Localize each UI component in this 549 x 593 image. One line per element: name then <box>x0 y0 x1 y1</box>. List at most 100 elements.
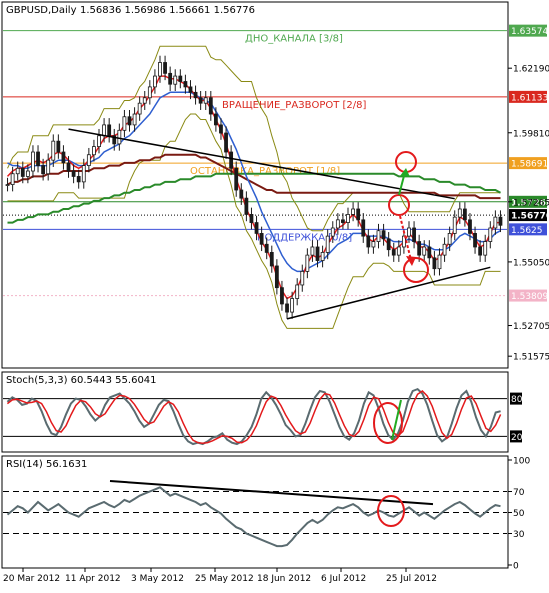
envelope-bands <box>7 45 501 329</box>
stoch-level-label: 20 <box>511 433 523 443</box>
rsi-tick-label: 100 <box>513 457 530 467</box>
upper-band <box>7 45 501 232</box>
stoch-plot: 80 20 <box>3 387 523 446</box>
candle-body <box>468 219 472 234</box>
stoch-level-tag <box>510 430 522 443</box>
candle-body <box>412 227 416 242</box>
murrey-price-tag <box>509 157 547 170</box>
candle-body <box>269 252 274 267</box>
murrey-price-tag <box>509 223 547 236</box>
candle-body <box>437 254 442 270</box>
candle-body <box>213 113 218 126</box>
candle-body <box>10 173 15 185</box>
candle-body <box>127 116 132 126</box>
candle-body <box>41 165 46 175</box>
murrey-level-label: ДНО_КАНАЛА [3/8] <box>245 34 343 45</box>
candle-body <box>427 246 432 259</box>
candle-body <box>208 97 213 115</box>
murrey-level-label: ВРАЩЕНИЕ_РАЗВОРОТ [2/8] <box>222 100 367 111</box>
candle-body <box>422 246 427 256</box>
candle-body <box>229 151 234 169</box>
candle-body <box>335 219 340 229</box>
candle-body <box>325 235 330 253</box>
support-trendline <box>286 266 491 320</box>
candle-body <box>320 252 325 261</box>
candlesticks <box>5 55 503 319</box>
candle-body <box>371 241 376 248</box>
candle-body <box>20 167 25 177</box>
candle-body <box>295 284 300 299</box>
time-tick-label: 3 May 2012 <box>131 574 184 584</box>
candle-body <box>163 62 167 74</box>
rsi-panel: RSI(14) 56.1631 100 70 50 30 0 <box>1 455 530 572</box>
candle-body <box>5 184 10 186</box>
candle-body <box>442 243 447 256</box>
candle-body <box>356 208 361 221</box>
stoch-circle <box>373 402 403 444</box>
candle-body <box>341 219 345 223</box>
price-tick-label: 1.59810 <box>513 129 549 139</box>
candle-body <box>224 132 228 153</box>
candle-body <box>81 165 86 183</box>
price-panel: GBPUSD,Daily 1.56836 1.56986 1.56661 1.5… <box>1 1 549 369</box>
annotations <box>68 128 491 320</box>
candle-body <box>188 86 193 93</box>
candle-body <box>264 243 269 253</box>
candle-body <box>51 140 56 161</box>
rsi-circle <box>377 495 405 527</box>
price-tick-label: 1.62190 <box>513 65 549 75</box>
candle-body <box>407 227 411 237</box>
candle-body <box>219 124 223 134</box>
murrey-price-tag-text: 1.53809 <box>511 292 548 302</box>
murrey-price-tag-text: 1.63574 <box>511 27 548 37</box>
candle-body <box>239 189 244 199</box>
candle-body <box>107 124 112 137</box>
target-down-circle <box>403 257 429 283</box>
candle-body <box>447 233 452 245</box>
candle-body <box>274 265 279 289</box>
symbol-label: GBPUSD,Daily <box>6 5 77 16</box>
candle-body <box>203 97 208 104</box>
candle-body <box>259 233 264 245</box>
candle-body <box>376 230 381 242</box>
price-tag <box>509 209 547 222</box>
time-tick-label: 25 May 2012 <box>195 574 254 584</box>
candle-body <box>310 246 315 256</box>
stoch-title: Stoch(5,3,3) 60.5443 55.6041 <box>6 375 157 386</box>
price-tag <box>509 195 547 208</box>
lower-band <box>7 113 501 329</box>
candle-body <box>158 62 162 77</box>
candle-body <box>452 216 457 234</box>
candle-body <box>183 81 188 88</box>
murrey-level-label: ПОДДЕРЖКА [0/8] <box>257 232 352 243</box>
candle-body <box>56 140 61 153</box>
candle-body <box>366 235 371 248</box>
candle-body <box>488 227 493 242</box>
ohlc-readout: 1.56836 1.56986 1.56661 1.56776 <box>80 5 255 16</box>
candle-body <box>234 167 239 191</box>
candle-body <box>173 75 178 85</box>
time-tick-label: 6 Jul 2012 <box>321 574 366 584</box>
rsi-tick-label: 30 <box>513 530 525 540</box>
price-tick-label: 1.55050 <box>513 258 549 268</box>
candle-body <box>457 208 462 218</box>
resistance-trendline <box>68 128 455 200</box>
price-tick-label: 1.57265 <box>513 198 549 208</box>
candle-body <box>244 197 249 215</box>
candle-body <box>71 170 76 177</box>
candle-body <box>346 214 350 223</box>
candle-body <box>147 86 152 99</box>
down-arrow-shaft <box>399 215 412 261</box>
candle-body <box>112 135 117 145</box>
candle-body <box>36 151 40 166</box>
murrey-price-tag-text: 1.61133 <box>511 93 548 103</box>
stoch-level-tag <box>510 392 522 405</box>
candle-body <box>351 208 355 215</box>
candle-body <box>417 241 422 256</box>
candle-body <box>97 135 101 147</box>
candle-body <box>46 159 51 175</box>
candle-body <box>117 129 122 145</box>
time-tick-label: 20 Mar 2012 <box>3 574 60 584</box>
